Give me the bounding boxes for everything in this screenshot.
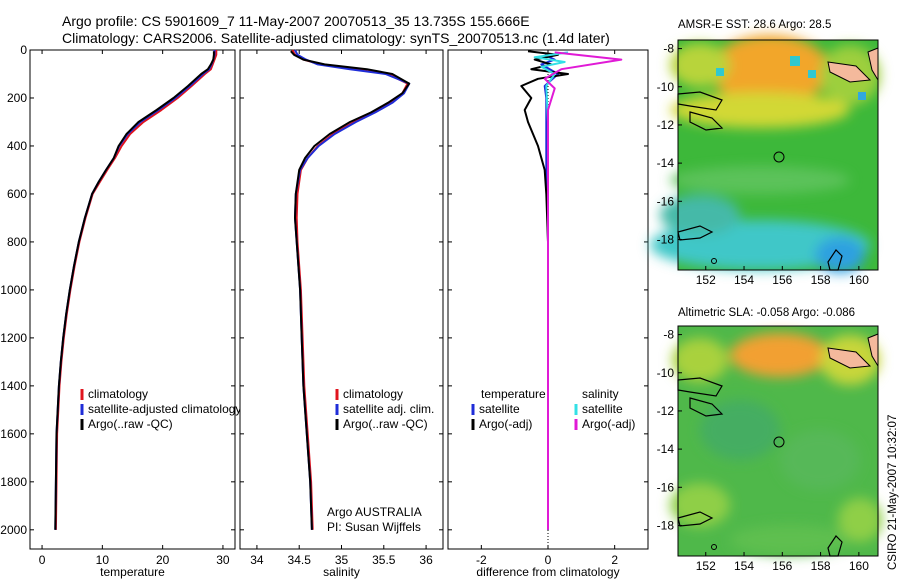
salinity-axes-frame <box>239 49 444 550</box>
map-y-tick-label: -14 <box>657 442 675 456</box>
legend-entry: climatology <box>88 387 148 401</box>
map-x-tick-label: 158 <box>811 273 831 287</box>
sst-map-title: AMSR-E SST: 28.6 Argo: 28.5 <box>678 19 831 31</box>
legend-entry: satellite <box>582 402 623 416</box>
series-line-argo-raw-qc- <box>54 51 215 530</box>
map-y-tick-label: -16 <box>657 194 675 208</box>
coastline <box>827 61 872 83</box>
argo-position-marker <box>773 151 785 163</box>
series-line-temperature-argo-adj- <box>520 50 569 530</box>
y-tick-label: 600 <box>7 187 27 201</box>
map-y-tick-label: -18 <box>657 232 675 246</box>
legend-entry: Argo(..raw -QC) <box>88 417 173 431</box>
x-tick-label: 0 <box>39 553 46 567</box>
x-tick-label: 30 <box>216 553 230 567</box>
map-y-tick-label: -8 <box>663 328 674 342</box>
x-tick-label: 34.5 <box>288 553 312 567</box>
legend-entry: Argo(..raw -QC) <box>343 417 428 431</box>
map-x-tick-label: 156 <box>772 273 792 287</box>
y-tick-label: 1400 <box>0 379 27 393</box>
title-line-2: Climatology: CARS2006. Satellite-adjuste… <box>62 30 610 46</box>
x-tick-label: -2 <box>476 553 487 567</box>
timestamp-stamp: CSIRO 21-May-2007 10:32:07 <box>887 415 899 570</box>
x-tick-label: 35 <box>335 553 349 567</box>
x-axis-label: temperature <box>100 565 165 579</box>
x-tick-label: 2 <box>611 553 618 567</box>
x-tick-label: 36 <box>419 553 433 567</box>
legend-entry: satellite <box>479 402 520 416</box>
map-y-tick-label: -12 <box>657 118 675 132</box>
sla-map-frame <box>677 325 879 557</box>
legend-entry: climatology <box>343 387 403 401</box>
sst-map-frame <box>677 39 879 271</box>
map-x-tick-label: 152 <box>696 559 716 573</box>
legend-entry: Argo(-adj) <box>582 417 635 431</box>
legend-title-salinity: salinity <box>582 387 619 401</box>
map-x-tick-label: 160 <box>849 559 869 573</box>
y-tick-label: 200 <box>7 91 27 105</box>
map-x-tick-label: 152 <box>696 273 716 287</box>
salinity-profile-plot: 34 34.5 35 35.5 36 salinity climatologysatelli… <box>239 49 444 579</box>
map-x-tick-label: 160 <box>849 273 869 287</box>
x-tick-label: 10 <box>96 553 110 567</box>
y-tick-label: 1000 <box>0 283 27 297</box>
series-line-salinity-argo-adj- <box>543 51 623 530</box>
legend-title-temperature: temperature <box>481 387 546 401</box>
y-tick-label: 400 <box>7 139 27 153</box>
map-y-tick-label: -16 <box>657 480 675 494</box>
x-tick-label: 35.5 <box>372 553 396 567</box>
map-y-tick-label: -12 <box>657 404 675 418</box>
y-tick-label: 2000 <box>0 523 27 537</box>
x-tick-label: 20 <box>156 553 170 567</box>
x-tick-label: 34 <box>250 553 264 567</box>
x-tick-label: 0 <box>545 553 552 567</box>
map-y-tick-label: -8 <box>663 42 674 56</box>
map-x-tick-label: 158 <box>811 559 831 573</box>
annotation-text: PI: Susan Wijffels <box>327 520 421 534</box>
x-axis-label: difference from climatology <box>476 565 619 579</box>
legend-entry: satellite adj. clim. <box>343 402 434 416</box>
annotation-text: Argo AUSTRALIA <box>327 505 422 519</box>
map-y-tick-label: -18 <box>657 518 675 532</box>
sla-map-title: Altimetric SLA: -0.058 Argo: -0.086 <box>678 307 855 319</box>
map-x-tick-label: 154 <box>734 559 754 573</box>
sla-map: Altimetric SLA: -0.058 Argo: -0.086 <box>670 307 882 557</box>
map-x-tick-label: 154 <box>734 273 754 287</box>
sst-map: AMSR-E SST: 28.6 Argo: 28.5 <box>650 19 880 273</box>
map-x-tick-label: 156 <box>772 559 792 573</box>
map-y-tick-label: -10 <box>657 80 675 94</box>
series-line-argo-raw-qc- <box>290 50 411 530</box>
y-tick-label: 1600 <box>0 427 27 441</box>
map-tick-labels: 152 154 156 158 160 -8 -10 -12 -14 -16 -18 152 154 15… <box>657 42 870 573</box>
x-axis-label: salinity <box>323 565 360 579</box>
y-tick-label: 1800 <box>0 475 27 489</box>
map-y-tick-label: -14 <box>657 156 675 170</box>
legend-entry: Argo(-adj) <box>479 417 532 431</box>
y-tick-label: 800 <box>7 235 27 249</box>
temperature-profile-plot: 0 10 20 30 temperature 0 200 400 600 800 1000 1200 1… <box>0 43 241 579</box>
map-y-tick-label: -10 <box>657 366 675 380</box>
legend-entry: satellite-adjusted climatology <box>88 402 241 416</box>
temperature-axes-frame <box>29 49 236 550</box>
y-tick-label: 1200 <box>0 331 27 345</box>
title-line-1: Argo profile: CS 5901609_7 11-May-2007 2… <box>62 13 530 29</box>
y-tick-label: 0 <box>20 43 27 57</box>
